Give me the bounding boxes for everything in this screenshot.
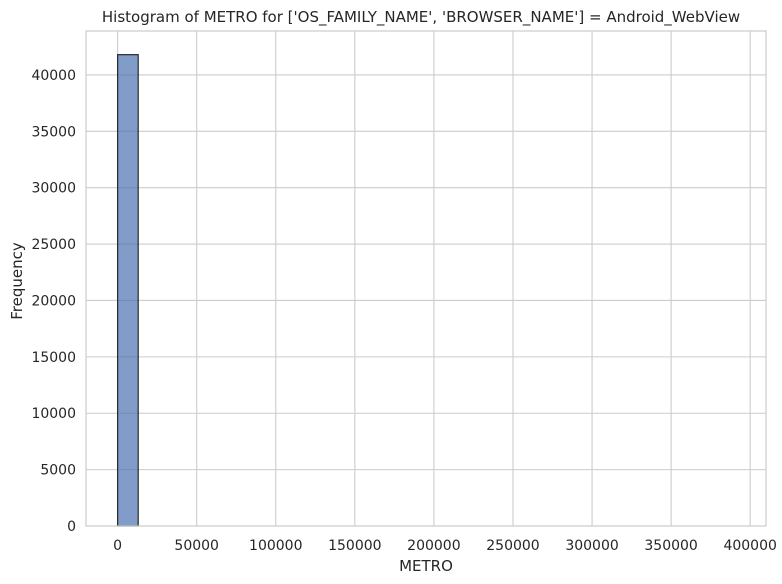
- y-axis-label: Frequency: [8, 242, 26, 320]
- y-tick-label: 35000: [31, 124, 76, 140]
- x-tick-label: 150000: [328, 538, 381, 554]
- y-tick-label: 10000: [31, 406, 76, 422]
- x-tick-label: 350000: [644, 538, 697, 554]
- y-axis-ticks: 0 5000 10000 15000 20000 25000 30000 35000 40000: [31, 68, 76, 535]
- x-axis-label: METRO: [399, 557, 453, 575]
- x-axis-ticks: 0 50000 100000 150000 200000 250000 300000 3500…: [113, 538, 777, 554]
- x-tick-label: 100000: [249, 538, 302, 554]
- x-tick-label: 300000: [565, 538, 618, 554]
- x-tick-label: 400000: [723, 538, 776, 554]
- y-tick-label: 25000: [31, 237, 76, 253]
- plot-frame: [85, 30, 767, 527]
- x-tick-label: 250000: [486, 538, 539, 554]
- y-tick-label: 30000: [31, 181, 76, 197]
- histogram-bars: [117, 54, 139, 527]
- y-tick-label: 40000: [31, 68, 76, 84]
- chart-title: Histogram of METRO for ['OS_FAMILY_NAME'…: [102, 8, 740, 27]
- x-tick-label: 50000: [174, 538, 219, 554]
- y-tick-label: 5000: [40, 463, 76, 479]
- x-tick-label: 0: [113, 538, 122, 554]
- y-tick-label: 15000: [31, 350, 76, 366]
- histogram-bar: [117, 54, 139, 527]
- y-tick-label: 20000: [31, 293, 76, 309]
- grid-lines: [86, 31, 766, 527]
- y-tick-label: 0: [67, 519, 76, 535]
- x-tick-label: 200000: [407, 538, 460, 554]
